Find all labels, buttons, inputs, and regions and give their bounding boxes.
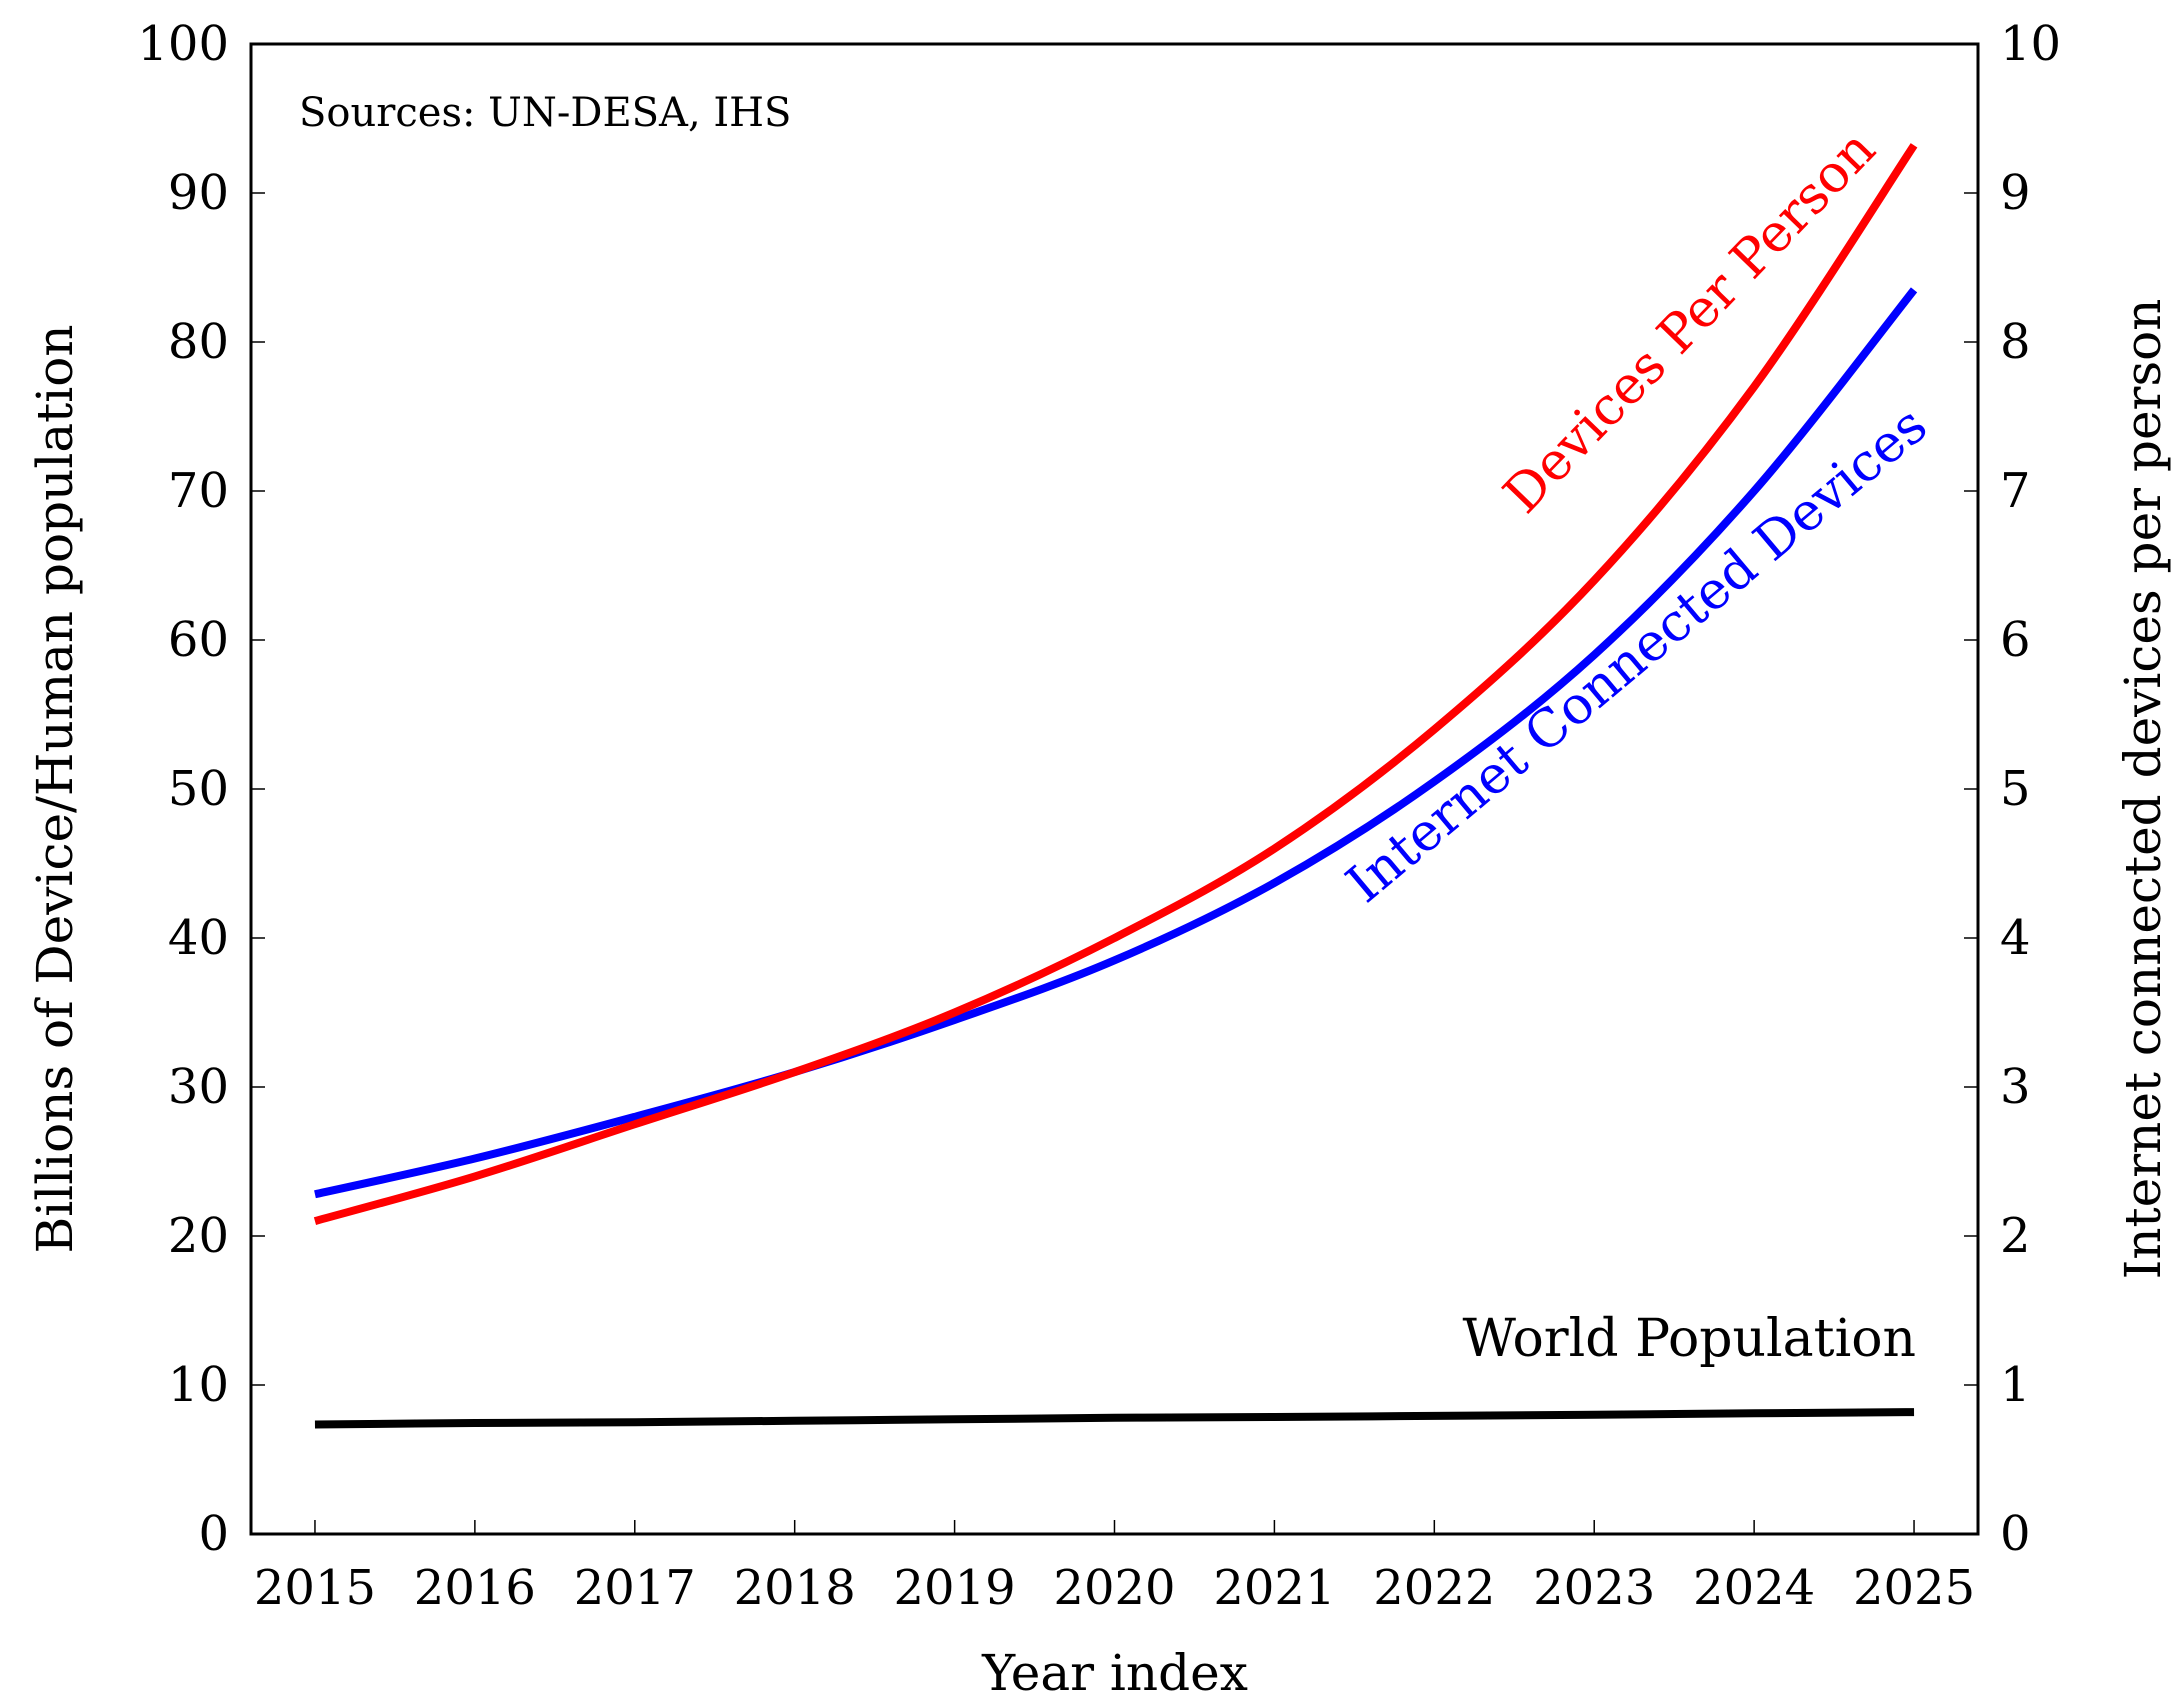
right-tick-label: 3 bbox=[2000, 1059, 2031, 1115]
left-tick-label: 0 bbox=[198, 1506, 229, 1562]
x-tick-label: 2016 bbox=[414, 1560, 536, 1616]
x-tick-label: 2022 bbox=[1373, 1560, 1495, 1616]
right-tick-label: 1 bbox=[2000, 1357, 2031, 1413]
x-tick-label: 2015 bbox=[254, 1560, 376, 1616]
left-tick-label: 80 bbox=[168, 314, 229, 370]
right-tick-labels: 0 1 2 3 4 5 6 7 8 9 10 bbox=[2000, 16, 2061, 1562]
left-tick-label: 30 bbox=[168, 1059, 229, 1115]
x-axis-label: Year index bbox=[981, 1644, 1248, 1702]
series-label-world-population: World Population bbox=[1463, 1309, 1916, 1369]
x-tick-label: 2020 bbox=[1053, 1560, 1175, 1616]
right-tick-label: 2 bbox=[2000, 1208, 2031, 1264]
left-tick-label: 50 bbox=[168, 761, 229, 817]
series-line-devices-per-person bbox=[313, 143, 1918, 1225]
left-tick-label: 70 bbox=[168, 463, 229, 519]
right-axis-label: Internet connected devices per person bbox=[2114, 299, 2172, 1280]
x-tick-label: 2019 bbox=[894, 1560, 1016, 1616]
x-tick-label: 2023 bbox=[1533, 1560, 1655, 1616]
x-tick-labels: 2015 2016 2017 2018 2019 2020 2021 2022 2023 2024… bbox=[254, 1560, 1975, 1616]
left-tick-label: 10 bbox=[168, 1357, 229, 1413]
series-lines bbox=[313, 143, 1918, 1429]
x-tick-label: 2017 bbox=[574, 1560, 696, 1616]
series-label-internet-connected-devices: Internet Connected Devices bbox=[1336, 395, 1939, 915]
left-tick-labels: 0 10 20 30 40 50 60 70 80 90 100 bbox=[137, 16, 229, 1562]
series-line-world-population bbox=[314, 1408, 1915, 1429]
axis-ticks bbox=[251, 43, 1978, 1535]
right-tick-label: 5 bbox=[2000, 761, 2031, 817]
x-tick-label: 2018 bbox=[734, 1560, 856, 1616]
left-axis-label: Billions of Device/Human population bbox=[26, 324, 84, 1253]
left-tick-label: 100 bbox=[137, 16, 229, 72]
right-tick-label: 6 bbox=[2000, 612, 2031, 668]
left-tick-label: 20 bbox=[168, 1208, 229, 1264]
right-tick-label: 0 bbox=[2000, 1506, 2031, 1562]
right-tick-label: 4 bbox=[2000, 910, 2031, 966]
source-annotation: Sources: UN-DESA, IHS bbox=[299, 90, 791, 136]
left-tick-label: 90 bbox=[168, 165, 229, 221]
right-tick-label: 10 bbox=[2000, 16, 2061, 72]
series-line-internet-connected-devices bbox=[314, 287, 1918, 1199]
left-tick-label: 60 bbox=[168, 612, 229, 668]
x-tick-label: 2025 bbox=[1853, 1560, 1975, 1616]
x-tick-label: 2021 bbox=[1213, 1560, 1335, 1616]
plot-frame bbox=[249, 42, 1980, 1536]
right-tick-label: 7 bbox=[2000, 463, 2031, 519]
right-tick-label: 9 bbox=[2000, 165, 2031, 221]
right-tick-label: 8 bbox=[2000, 314, 2031, 370]
left-tick-label: 40 bbox=[168, 910, 229, 966]
x-tick-label: 2024 bbox=[1693, 1560, 1815, 1616]
